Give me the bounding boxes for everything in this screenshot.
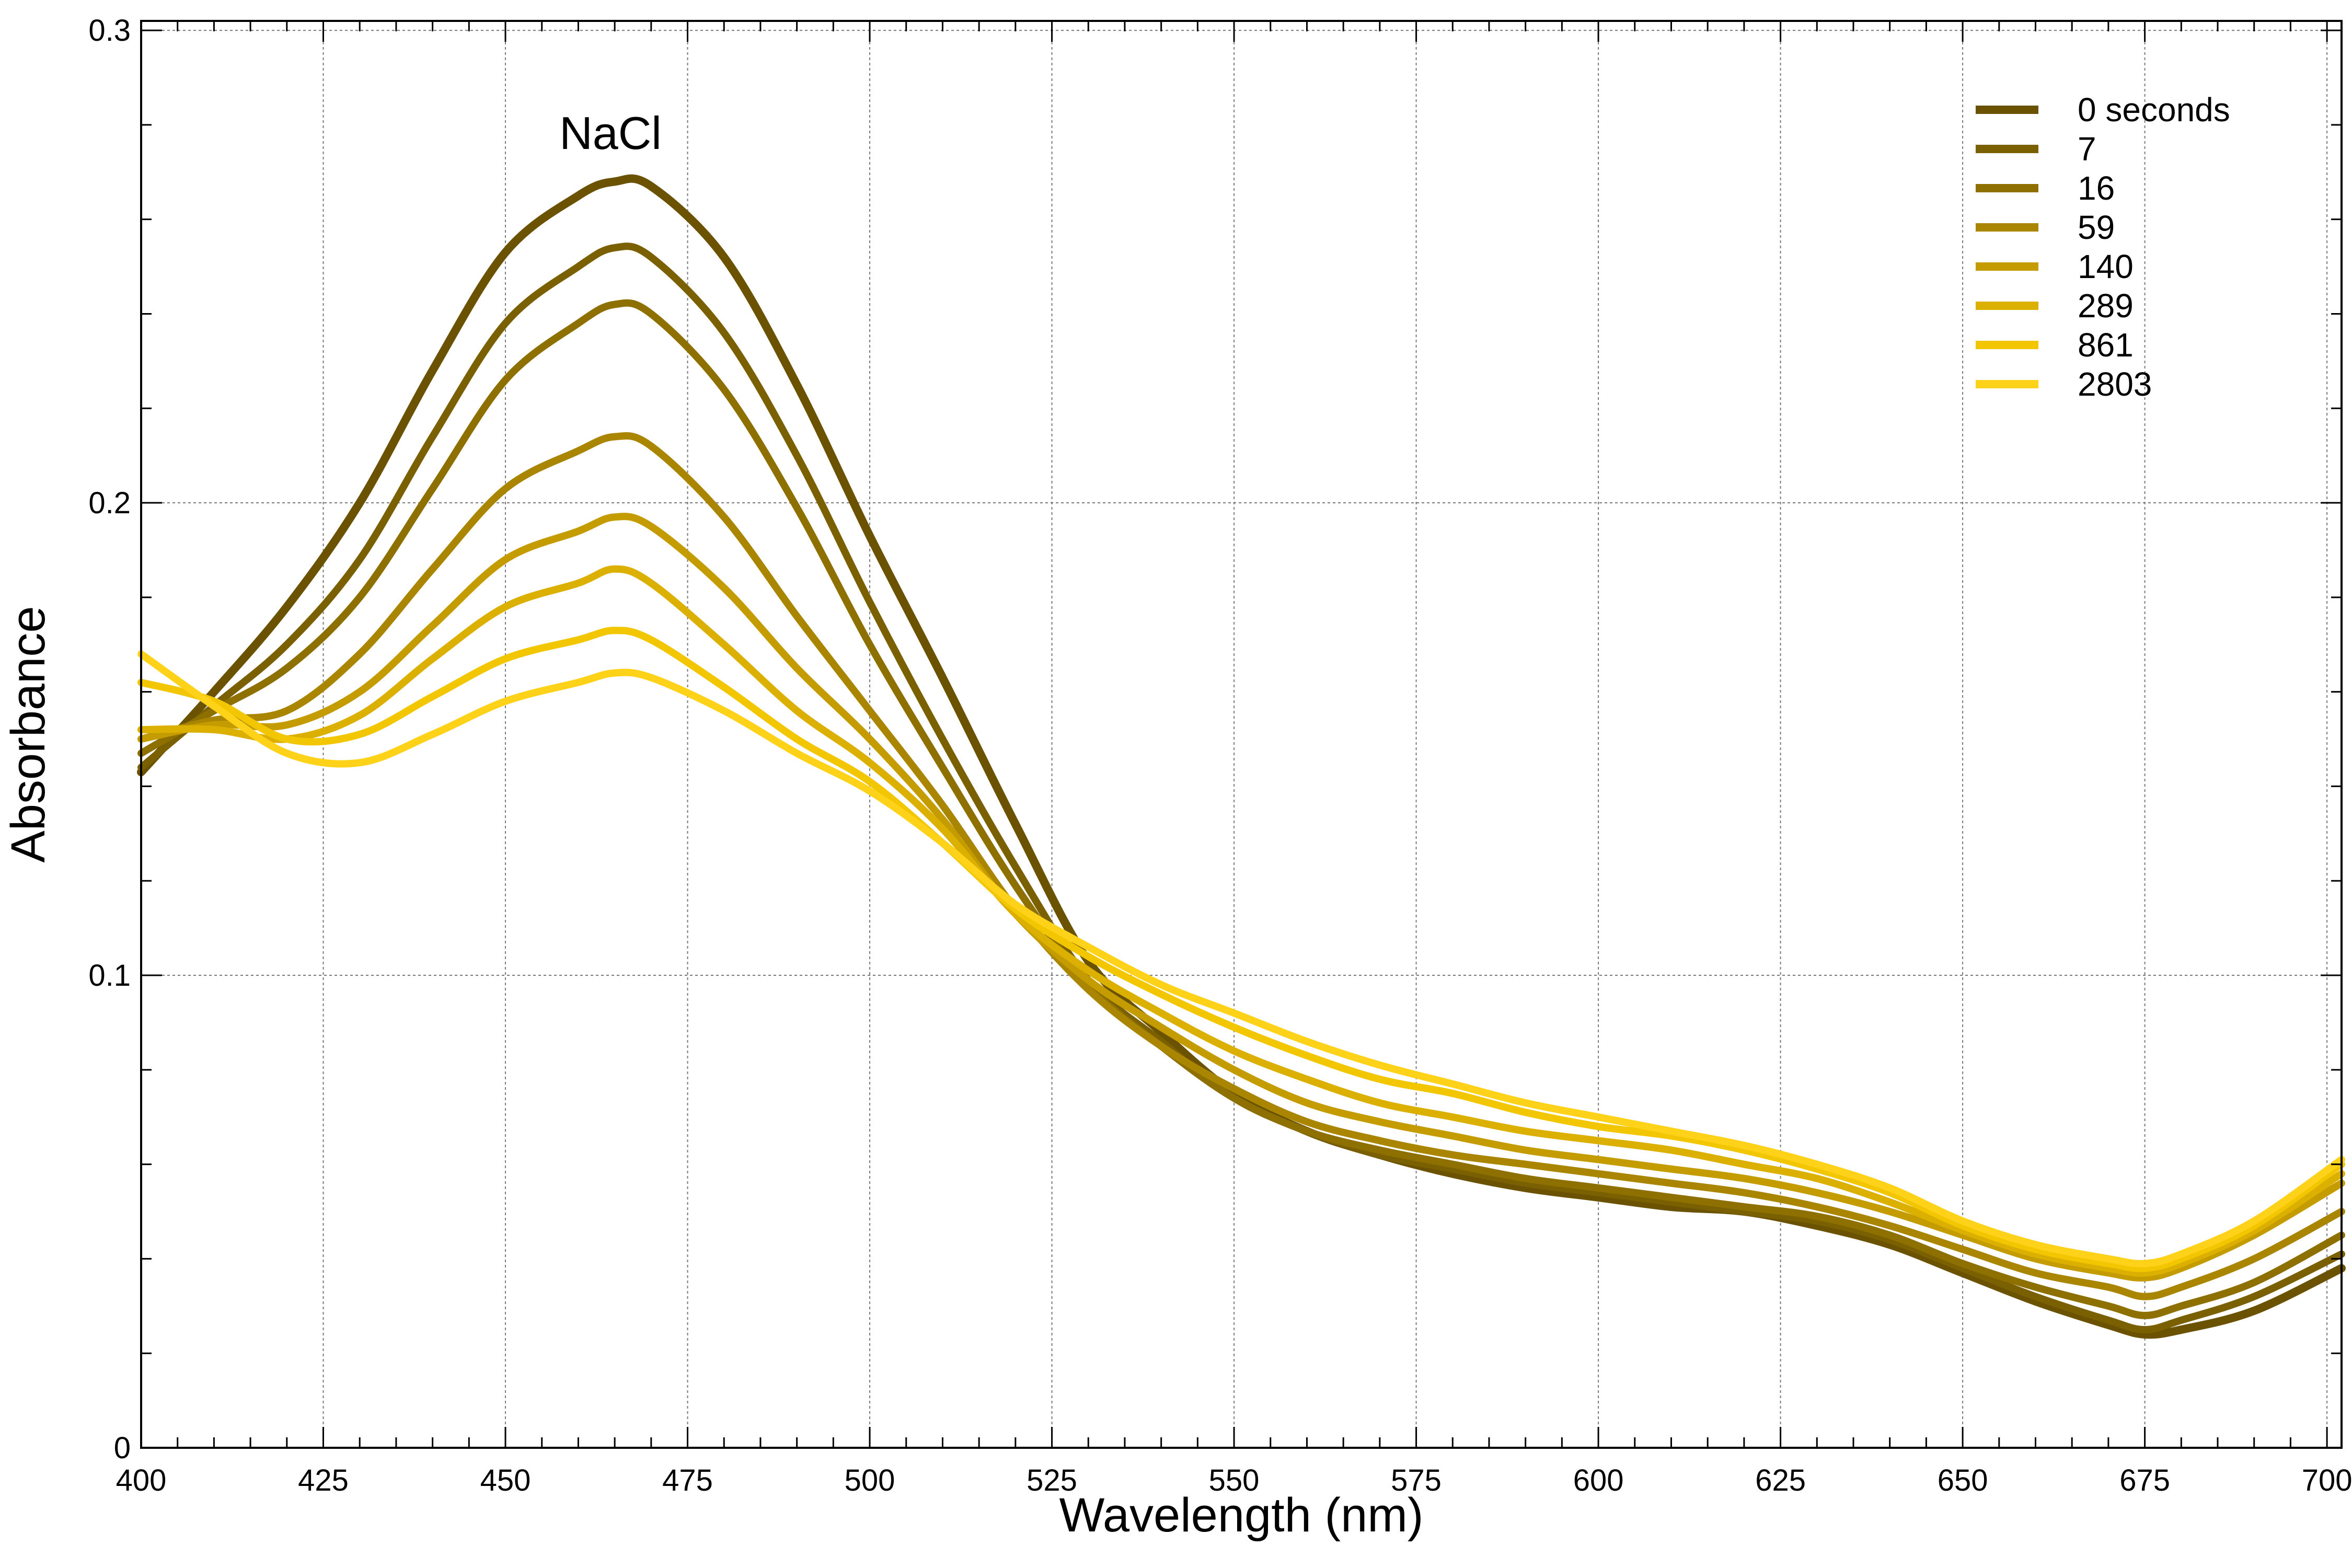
- series-line-0-seconds: [137, 174, 2346, 1339]
- legend-label: 0 seconds: [2078, 91, 2230, 129]
- legend-label: 861: [2078, 326, 2134, 364]
- series-line-861: [137, 627, 2345, 1272]
- series-lines: [137, 174, 2346, 1339]
- legend-label: 7: [2078, 130, 2096, 168]
- legend-label: 289: [2078, 287, 2134, 325]
- x-tick-label: 525: [1027, 1463, 1077, 1497]
- x-tick-label: 400: [116, 1463, 167, 1497]
- x-tick-label: 625: [1755, 1463, 1806, 1497]
- y-tick-label: 0.2: [88, 486, 131, 520]
- series-line-2803: [137, 650, 2345, 1267]
- grid-lines: [141, 21, 2342, 1448]
- x-tick-labels: 400 425 450 475 500 525 550 575 600 625 650 675 700: [116, 1463, 2352, 1497]
- x-tick-label: 450: [480, 1463, 531, 1497]
- y-axis-title: Absorbance: [2, 606, 55, 863]
- nacl-annotation: NaCl: [559, 107, 662, 159]
- legend-label: 16: [2078, 169, 2115, 207]
- series-line-59: [137, 432, 2345, 1300]
- x-tick-label: 475: [662, 1463, 713, 1497]
- x-tick-label: 700: [2302, 1463, 2352, 1497]
- axis-ticks: [140, 21, 2342, 1449]
- series-line-7: [137, 243, 2345, 1333]
- y-tick-label: 0.3: [88, 14, 131, 48]
- x-tick-label: 500: [845, 1463, 895, 1497]
- x-axis-title: Wavelength (nm): [1059, 1489, 1423, 1542]
- x-tick-label: 650: [1938, 1463, 1988, 1497]
- x-tick-label: 675: [2119, 1463, 2170, 1497]
- y-tick-label: 0: [114, 1431, 131, 1465]
- y-tick-labels: 0 0.1 0.2 0.3: [88, 14, 131, 1465]
- x-tick-label: 600: [1573, 1463, 1624, 1497]
- legend-label: 140: [2078, 248, 2134, 285]
- series-line-289: [137, 565, 2345, 1277]
- y-tick-label: 0.1: [88, 959, 131, 993]
- x-tick-label: 425: [298, 1463, 349, 1497]
- plot-frame: [140, 20, 2343, 1449]
- legend-label: 2803: [2078, 365, 2152, 403]
- x-tick-label: 575: [1391, 1463, 1442, 1497]
- x-tick-label: 550: [1209, 1463, 1260, 1497]
- legend-label: 59: [2078, 209, 2115, 246]
- series-line-16: [137, 299, 2345, 1319]
- series-line-140: [137, 513, 2345, 1282]
